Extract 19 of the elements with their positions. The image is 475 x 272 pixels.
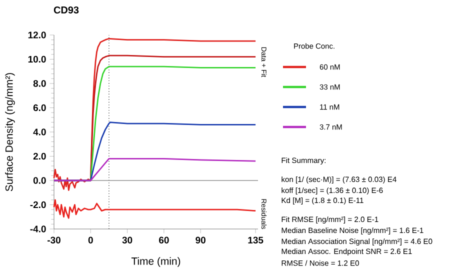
y-tick-label: 6.0 <box>33 104 46 112</box>
y-tick-label: 2.0 <box>33 152 46 160</box>
x-tick-label: 60 <box>159 236 169 244</box>
y-tick-label: 8.0 <box>33 80 46 87</box>
y-tick-label: 0.0 <box>33 177 46 184</box>
y-tick-label: -4.0 <box>30 226 46 232</box>
x-tick-label: 90 <box>196 236 206 244</box>
y-tick-label: 4.0 <box>33 128 46 136</box>
y-tick-label: 10.0 <box>28 56 46 63</box>
chart-title: CD93 <box>54 6 79 14</box>
x-tick-label: 0 <box>88 236 93 244</box>
x-tick-label: 135 <box>248 236 264 244</box>
y-tick-label: -2.0 <box>30 201 46 208</box>
x-axis-title: Time (min) <box>131 257 180 267</box>
line-series <box>53 38 256 191</box>
x-tick-label: 30 <box>122 236 132 244</box>
x-tick-label: -30 <box>48 236 60 244</box>
y-axis-title: Surface Density (ng/mm²) <box>5 73 15 192</box>
y-tick-label: 12.0 <box>28 32 46 38</box>
